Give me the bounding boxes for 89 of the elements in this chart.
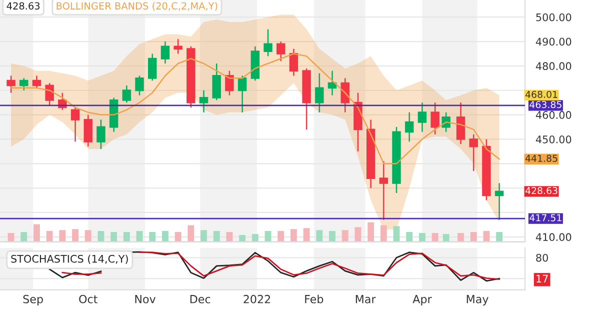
x-tick-label: Dec (190, 295, 210, 304)
annotation: 468.01 (525, 90, 558, 98)
candlestick (289, 48, 298, 76)
bar (316, 230, 323, 242)
bar (496, 232, 503, 242)
y-tick-label: 450.00 (536, 135, 572, 144)
x-tick-label: Oct (79, 294, 98, 304)
bar (226, 232, 233, 242)
text: BOLLINGER BANDS (20,C,2,MA,Y) (56, 2, 218, 11)
bar (149, 232, 156, 242)
candlestick (418, 102, 427, 133)
bar (213, 231, 220, 242)
y-tick-label: 460.00 (536, 111, 572, 119)
bar (98, 231, 104, 242)
candlestick (379, 160, 388, 220)
bar (432, 233, 438, 242)
candlestick (456, 102, 466, 145)
candlestick (469, 134, 478, 172)
bar (290, 229, 297, 242)
candlestick (212, 62, 221, 101)
candlestick (84, 114, 92, 148)
bar (278, 231, 284, 242)
candlestick (96, 119, 106, 150)
bar (20, 232, 28, 242)
annotation: 428.63 (6, 2, 40, 10)
bar (46, 231, 53, 242)
bar (354, 227, 362, 242)
annotation: 428.63 (525, 187, 558, 194)
bar (418, 233, 426, 242)
bar (174, 232, 182, 242)
bar (110, 232, 118, 242)
bar (72, 229, 78, 242)
bar (483, 231, 490, 242)
candlestick (430, 102, 440, 135)
line-series (10, 53, 500, 164)
bar (406, 232, 413, 242)
y-tick-label: 410.00 (536, 233, 572, 242)
bar (342, 230, 348, 242)
y-tick-label: 480.00 (536, 62, 572, 70)
candlestick (225, 70, 234, 96)
x-tick-label: Feb (305, 294, 324, 304)
bar (442, 234, 450, 242)
bar (162, 231, 168, 242)
candlestick (264, 28, 272, 57)
candlestick (32, 75, 42, 89)
candlestick (238, 75, 247, 113)
bar (188, 225, 194, 242)
candlestick (6, 75, 16, 94)
candlestick (276, 40, 286, 62)
bar (200, 230, 207, 242)
ref-line-label: 463.85 (530, 100, 562, 108)
y-tick-label: 80 (536, 254, 548, 262)
candlestick (174, 38, 182, 54)
x-tick-label: Mar (356, 295, 376, 304)
candlestick (19, 78, 28, 91)
text: STOCHASTICS (14,C,Y) (11, 254, 128, 264)
candlestick (135, 75, 144, 96)
annotation: 441.85 (525, 154, 558, 162)
bar (123, 232, 130, 242)
x-tick-label: 2022 (244, 294, 270, 304)
bar (470, 232, 477, 242)
candlestick (315, 72, 324, 113)
candlestick (340, 78, 350, 113)
candlestick (122, 84, 132, 104)
x-tick-label: Nov (135, 295, 156, 304)
x-tick-label: Sep (23, 294, 43, 306)
candlestick (148, 53, 157, 82)
x-tick-label: May (466, 295, 488, 306)
bar (380, 225, 387, 242)
bar (303, 228, 310, 242)
y-tick-label: 500.00 (536, 13, 572, 22)
bar (34, 224, 40, 242)
y-tick-label: 17 (536, 274, 548, 283)
bar (84, 230, 92, 242)
bar (458, 233, 464, 242)
candlestick (45, 82, 54, 106)
bar (59, 230, 66, 242)
candlestick (160, 40, 170, 64)
ref-line-label: 417.51 (530, 214, 562, 222)
candlestick (494, 182, 504, 220)
candlestick (199, 90, 208, 113)
bar (368, 222, 374, 242)
bar (393, 226, 400, 242)
y-tick-label: 490.00 (536, 38, 572, 46)
candlestick (404, 112, 414, 142)
candlestick (70, 106, 80, 142)
x-tick-label: Apr (412, 295, 432, 306)
bar (252, 234, 258, 242)
bar (329, 231, 336, 242)
